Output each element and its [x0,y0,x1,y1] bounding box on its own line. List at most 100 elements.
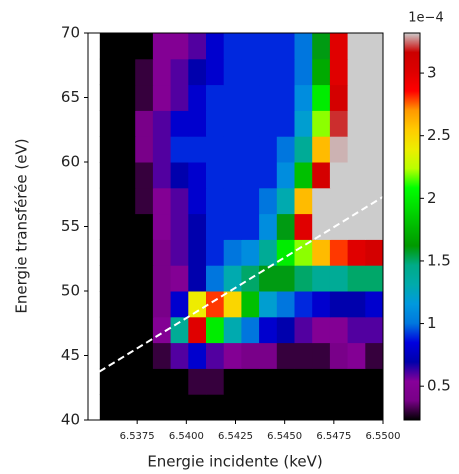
heatmap-cell [329,162,349,189]
heatmap-cell [365,136,384,163]
heatmap-cell [276,136,295,163]
heatmap-cell [188,316,207,344]
y-tick-label: 70 [61,24,80,42]
heatmap-cell [276,213,295,240]
heatmap-cell [276,33,295,60]
heatmap-cell [206,33,225,60]
heatmap-cell [188,213,207,240]
heatmap-cell [99,213,118,240]
heatmap-cell [135,394,154,421]
heatmap-cell [206,213,225,240]
heatmap-cell [329,136,349,163]
heatmap-cell [241,162,260,189]
heatmap-cell [223,213,242,240]
y-tick-label: 60 [61,153,80,171]
heatmap-cell [135,265,154,292]
heatmap-cell [329,265,349,292]
heatmap-cell [99,316,118,344]
heatmap-cell [206,291,225,318]
heatmap-cell [312,84,331,111]
heatmap-cell [206,265,225,292]
heatmap-cell [312,213,331,240]
heatmap-cell [365,342,384,369]
heatmap-cell [365,84,384,111]
heatmap-cell [152,110,172,137]
x-tick-label: 6.5400 [169,431,204,442]
heatmap-cell [117,84,136,111]
heatmap-cell [294,58,313,86]
colorbar-tick-label: 2 [427,189,437,207]
heatmap-cell [117,213,136,240]
colorbar [403,32,421,421]
heatmap-cell [329,394,349,421]
heatmap-cell [259,239,278,266]
heatmap-cell [223,291,242,318]
heatmap-cell [170,110,189,137]
heatmap-cell [170,58,189,86]
colorbar-tick-label: 2.5 [427,126,451,144]
heatmap-cell [135,316,154,344]
heatmap-cell [117,291,136,318]
heatmap-cell [294,213,313,240]
heatmap-cell [276,368,295,395]
heatmap-cell [206,58,225,86]
heatmap-cell [206,110,225,137]
heatmap-cell [329,187,349,215]
heatmap-cell [294,84,313,111]
heatmap-cell [347,58,366,86]
heatmap-cell [170,316,189,344]
dashed-line [89,195,384,379]
heatmap-cell [276,84,295,111]
heatmap-cell [259,316,278,344]
heatmap-cell [188,110,207,137]
heatmap-cell [294,136,313,163]
heatmap-cell [117,394,136,421]
heatmap-cell [329,110,349,137]
heatmap-cell [99,110,118,137]
heatmap-cell [188,239,207,266]
heatmap-cell [329,33,349,60]
heatmap-cell [117,316,136,344]
heatmap-cell [276,162,295,189]
heatmap-cell [259,213,278,240]
y-axis-label: Energie transférée (eV) [13,138,31,313]
heatmap-cell [223,316,242,344]
heatmap-cell [312,368,331,395]
heatmap-cell [259,291,278,318]
heatmap-cell [365,213,384,240]
y-tick-label: 55 [61,217,80,235]
heatmap-cell [276,394,295,421]
heatmap-cell [117,239,136,266]
heatmap-cell [347,342,366,369]
heatmap-cell [312,110,331,137]
heatmap-cell [259,368,278,395]
colorbar-tick-label: 3 [427,64,437,82]
heatmap-cell [365,239,384,266]
heatmap-cell [329,342,349,369]
heatmap-cell [365,58,384,86]
heatmap-cell [365,110,384,137]
heatmap-cell [223,239,242,266]
heatmap-cell [188,58,207,86]
heatmap-cell [117,58,136,86]
heatmap-cell [117,162,136,189]
heatmap-cell [259,342,278,369]
heatmap-cell [241,239,260,266]
heatmap-cell [312,58,331,86]
heatmap-cell [365,187,384,215]
heatmap-cell [188,265,207,292]
heatmap-cell [276,187,295,215]
heatmap-cell [223,58,242,86]
heatmap-cell [170,187,189,215]
heatmap-cell [170,368,189,395]
heatmap-cell [206,187,225,215]
heatmap-cell [135,84,154,111]
heatmap-cell [206,316,225,344]
heatmap-cell [241,187,260,215]
heatmap-cell [259,110,278,137]
heatmap-cell [135,213,154,240]
colorbar-tick-label: 1 [427,314,437,332]
colorbar-offset: 1e−4 [408,11,443,26]
